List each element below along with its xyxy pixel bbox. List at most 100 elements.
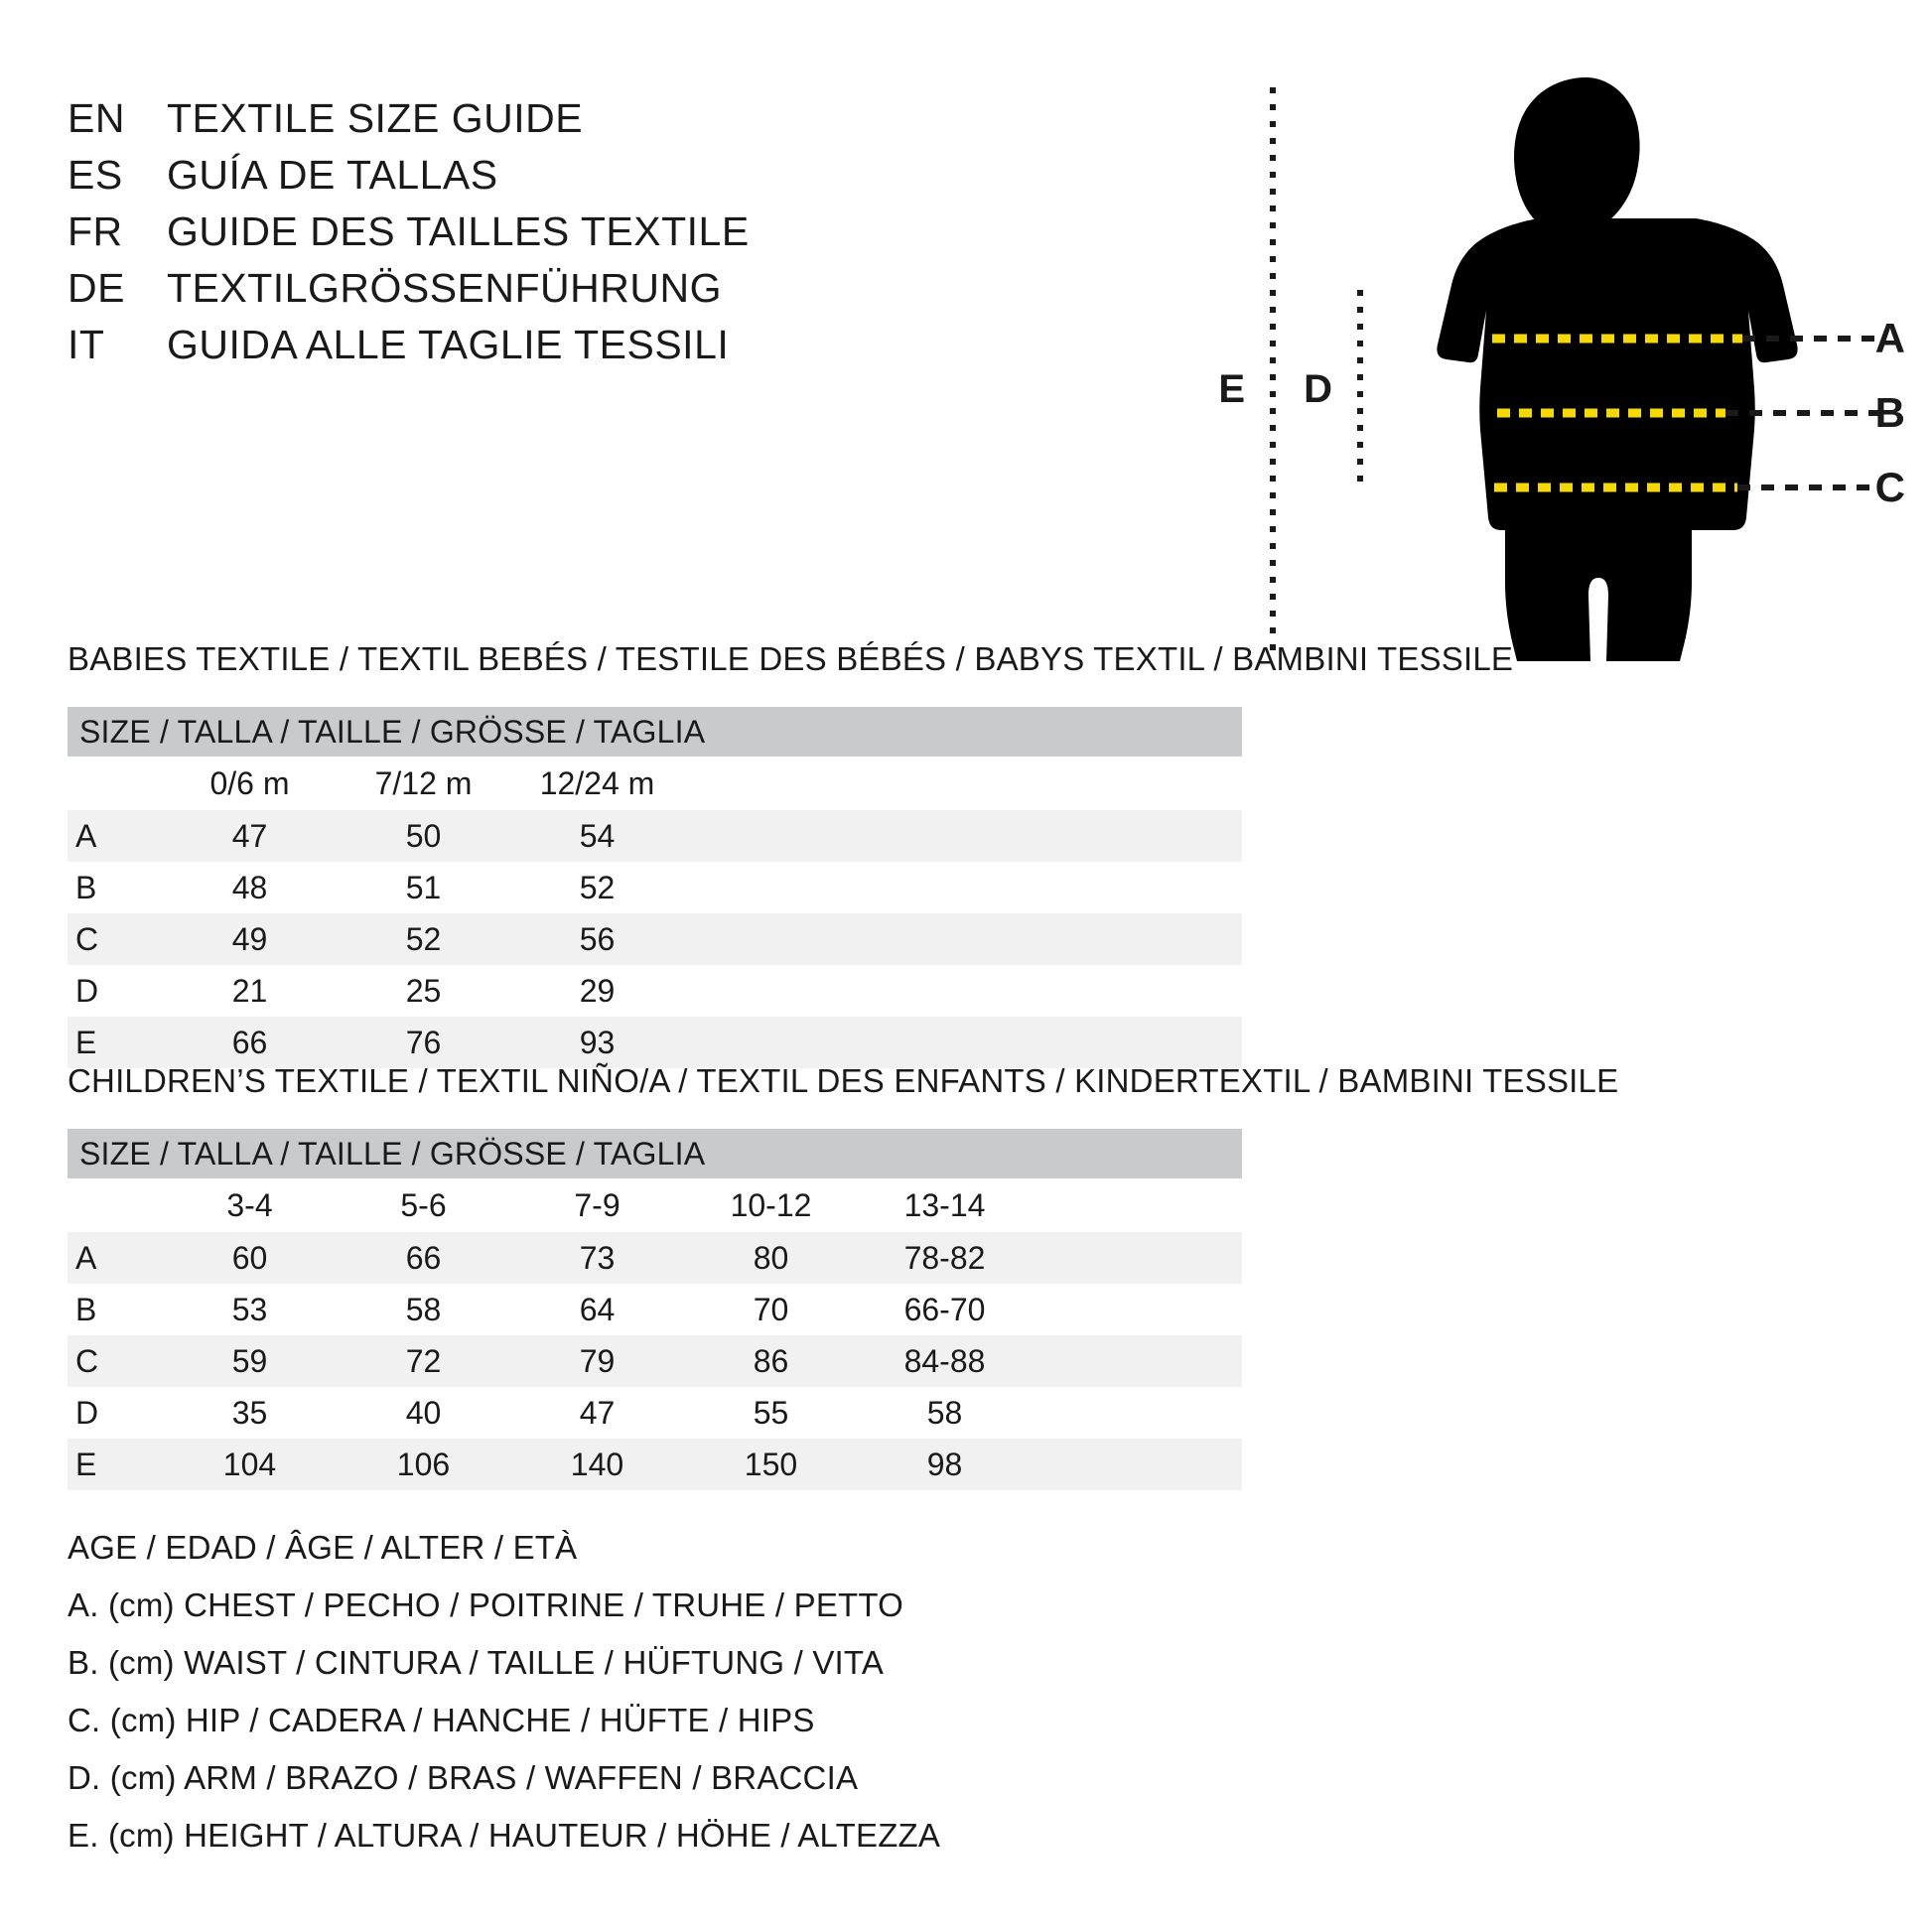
cell-value: 47	[163, 810, 337, 862]
language-guide-title: GUIDE DES TAILLES TEXTILE	[167, 208, 750, 254]
language-guide-title: GUÍA DE TALLAS	[167, 152, 498, 198]
cell-value: 58	[337, 1284, 510, 1335]
language-code: FR	[68, 208, 123, 254]
cell-value: 106	[337, 1439, 510, 1490]
measurement-diagram: A B C D E	[1122, 60, 1906, 675]
cell-value: 35	[163, 1387, 337, 1439]
cell-value: 58	[858, 1387, 1032, 1439]
cell-value: 84-88	[858, 1335, 1032, 1387]
table-row: B 48 51 52	[68, 862, 1242, 913]
children-column-header: 10-12	[684, 1178, 858, 1232]
table-row: B 53 58 64 70 66-70	[68, 1284, 1242, 1335]
language-row: EN TEXTILE SIZE GUIDE	[68, 95, 961, 152]
cell-value: 72	[337, 1335, 510, 1387]
legend-line: B. (cm) WAIST / CINTURA / TAILLE / HÜFTU…	[68, 1644, 885, 1681]
pad-cell	[1032, 1439, 1242, 1490]
language-code: ES	[68, 152, 123, 198]
cell-value: 64	[510, 1284, 684, 1335]
babies-band-row: SIZE / TALLA / TAILLE / GRÖSSE / TAGLIA	[68, 707, 1242, 757]
row-label: C	[68, 1335, 163, 1387]
row-label: B	[68, 862, 163, 913]
row-label: D	[68, 1387, 163, 1439]
row-label: A	[68, 810, 163, 862]
cell-value: 70	[684, 1284, 858, 1335]
table-row: C 49 52 56	[68, 913, 1242, 965]
row-label: D	[68, 965, 163, 1017]
language-guide-title: GUIDA ALLE TAGLIE TESSILI	[167, 322, 730, 367]
table-row: A 60 66 73 80 78-82	[68, 1232, 1242, 1284]
row-label: E	[68, 1017, 163, 1068]
babies-column-header: 0/6 m	[163, 757, 337, 810]
children-band-row: SIZE / TALLA / TAILLE / GRÖSSE / TAGLIA	[68, 1129, 1242, 1178]
cell-value: 47	[510, 1387, 684, 1439]
child-silhouette	[1437, 77, 1798, 661]
children-column-header: 7-9	[510, 1178, 684, 1232]
cell-value: 21	[163, 965, 337, 1017]
language-code: IT	[68, 322, 105, 367]
language-code: EN	[68, 95, 125, 141]
table-row: E 104 106 140 150 98	[68, 1439, 1242, 1490]
cell-value: 79	[510, 1335, 684, 1387]
language-title-block: EN TEXTILE SIZE GUIDE ES GUÍA DE TALLAS FR GU…	[68, 95, 961, 378]
waist-label-b: B	[1875, 389, 1905, 436]
pad-cell	[684, 1017, 1242, 1068]
cell-value: 86	[684, 1335, 858, 1387]
cell-value: 40	[337, 1387, 510, 1439]
chest-label-a: A	[1875, 315, 1905, 361]
babies-section-title: BABIES TEXTILE / TEXTIL BEBÉS / TESTILE …	[68, 640, 1514, 677]
language-code: DE	[68, 265, 125, 311]
babies-corner-cell	[68, 757, 163, 810]
children-corner-cell	[68, 1178, 163, 1232]
table-row: D 35 40 47 55 58	[68, 1387, 1242, 1439]
cell-value: 76	[337, 1017, 510, 1068]
cell-value: 104	[163, 1439, 337, 1490]
pad-cell	[684, 965, 1242, 1017]
children-section-title: CHILDREN’S TEXTILE / TEXTIL NIÑO/A / TEX…	[68, 1062, 1619, 1099]
pad-cell	[684, 810, 1242, 862]
pad-cell	[684, 913, 1242, 965]
cell-value: 59	[163, 1335, 337, 1387]
language-row: DE TEXTILGRÖSSENFÜHRUNG	[68, 265, 961, 322]
hip-label-c: C	[1875, 464, 1905, 510]
cell-value: 66-70	[858, 1284, 1032, 1335]
babies-pad-cell	[684, 757, 1242, 810]
cell-value: 48	[163, 862, 337, 913]
legend-line: D. (cm) ARM / BRAZO / BRAS / WAFFEN / BR…	[68, 1759, 859, 1796]
cell-value: 50	[337, 810, 510, 862]
babies-band-label: SIZE / TALLA / TAILLE / GRÖSSE / TAGLIA	[68, 707, 1242, 757]
language-row: IT GUIDA ALLE TAGLIE TESSILI	[68, 322, 961, 378]
children-column-header: 3-4	[163, 1178, 337, 1232]
children-size-table: SIZE / TALLA / TAILLE / GRÖSSE / TAGLIA …	[68, 1129, 1242, 1490]
babies-column-header-row: 0/6 m 7/12 m 12/24 m	[68, 757, 1242, 810]
cell-value: 140	[510, 1439, 684, 1490]
language-guide-title: TEXTILGRÖSSENFÜHRUNG	[167, 265, 722, 311]
arm-label-d: D	[1304, 367, 1332, 411]
row-label: C	[68, 913, 163, 965]
cell-value: 53	[163, 1284, 337, 1335]
children-column-header: 5-6	[337, 1178, 510, 1232]
cell-value: 52	[510, 862, 684, 913]
cell-value: 51	[337, 862, 510, 913]
pad-cell	[1032, 1232, 1242, 1284]
height-label-e: E	[1218, 367, 1245, 411]
cell-value: 66	[163, 1017, 337, 1068]
cell-value: 80	[684, 1232, 858, 1284]
cell-value: 54	[510, 810, 684, 862]
legend-line: E. (cm) HEIGHT / ALTURA / HAUTEUR / HÖHE…	[68, 1817, 941, 1854]
children-column-header-row: 3-4 5-6 7-9 10-12 13-14	[68, 1178, 1242, 1232]
legend-line: C. (cm) HIP / CADERA / HANCHE / HÜFTE / …	[68, 1702, 815, 1738]
table-row: A 47 50 54	[68, 810, 1242, 862]
pad-cell	[1032, 1284, 1242, 1335]
table-row: D 21 25 29	[68, 965, 1242, 1017]
babies-column-header: 7/12 m	[337, 757, 510, 810]
children-band-label: SIZE / TALLA / TAILLE / GRÖSSE / TAGLIA	[68, 1129, 1242, 1178]
pad-cell	[1032, 1335, 1242, 1387]
language-row: ES GUÍA DE TALLAS	[68, 152, 961, 208]
row-label: E	[68, 1439, 163, 1490]
pad-cell	[1032, 1387, 1242, 1439]
cell-value: 93	[510, 1017, 684, 1068]
cell-value: 98	[858, 1439, 1032, 1490]
babies-column-header: 12/24 m	[510, 757, 684, 810]
children-column-header: 13-14	[858, 1178, 1032, 1232]
cell-value: 25	[337, 965, 510, 1017]
